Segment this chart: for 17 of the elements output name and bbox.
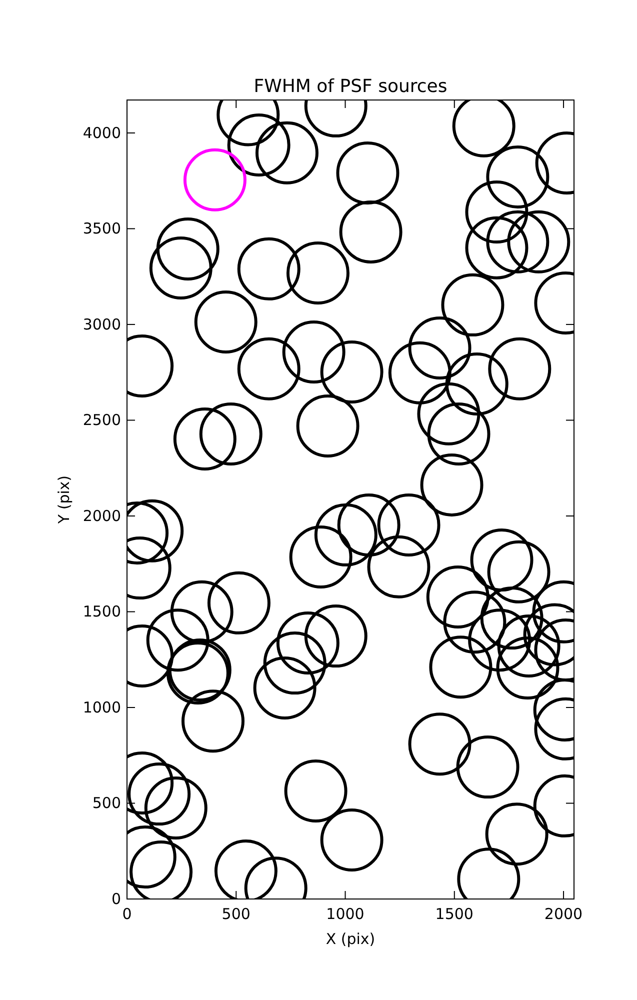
- x-tick-label: 1000: [326, 905, 364, 923]
- chart-title: FWHM of PSF sources: [254, 76, 448, 97]
- y-axis-title: Y (pix): [55, 475, 73, 525]
- y-tick-label: 2500: [82, 411, 121, 430]
- x-tick-label: 2000: [544, 905, 583, 923]
- y-tick-label: 3500: [82, 220, 121, 238]
- y-tick-label: 4000: [82, 124, 121, 142]
- y-tick-label: 3000: [82, 315, 121, 334]
- y-tick-label: 500: [92, 794, 121, 812]
- x-axis-title: X (pix): [326, 930, 376, 948]
- y-tick-label: 0: [111, 890, 121, 908]
- x-tick-label: 0: [122, 905, 132, 923]
- x-tick-label: 1500: [435, 905, 474, 923]
- y-tick-label: 2000: [82, 506, 121, 525]
- y-tick-label: 1000: [82, 698, 121, 716]
- x-tick-label: 500: [222, 905, 250, 923]
- y-tick-label: 1500: [82, 602, 121, 621]
